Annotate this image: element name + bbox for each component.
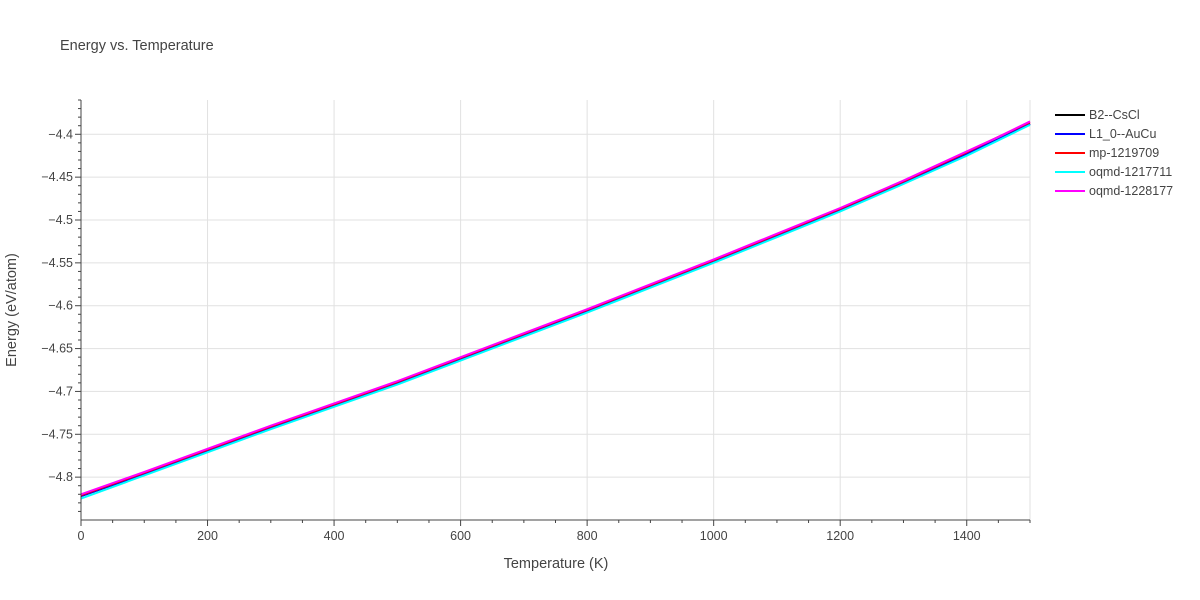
y-tick-label: −4.45 xyxy=(41,170,73,184)
x-tick-label: 400 xyxy=(324,529,345,543)
plot-area[interactable] xyxy=(80,120,1031,500)
y-tick-label: −4.55 xyxy=(41,256,73,270)
chart-title: Energy vs. Temperature xyxy=(60,38,214,54)
legend-label: oqmd-1228177 xyxy=(1089,184,1173,198)
legend[interactable]: B2--CsCl L1_0--AuCu mp-1219709 oqmd-1217711… xyxy=(1055,108,1173,198)
legend-item[interactable]: oqmd-1228177 xyxy=(1055,184,1173,198)
series-line-mp-1219709[interactable] xyxy=(80,121,1031,497)
x-axis-title: Temperature (K) xyxy=(504,556,609,572)
x-tick-label: 1000 xyxy=(700,529,728,543)
y-tick-label: −4.65 xyxy=(41,342,73,356)
x-tick-label: 200 xyxy=(197,529,218,543)
x-tick-label: 1400 xyxy=(953,529,981,543)
x-tick-label: 800 xyxy=(577,529,598,543)
y-axis-title: Energy (eV/atom) xyxy=(4,253,20,367)
series-line-L1_0--AuCu[interactable] xyxy=(80,123,1031,497)
y-tick-label: −4.75 xyxy=(41,427,73,441)
y-tick-label: −4.7 xyxy=(48,384,73,398)
legend-label: oqmd-1217711 xyxy=(1089,165,1172,179)
series-line-oqmd-1228177[interactable] xyxy=(80,120,1031,496)
series-line-oqmd-1217711[interactable] xyxy=(80,123,1031,500)
series-line-B2--CsCl[interactable] xyxy=(80,123,1031,497)
legend-label: L1_0--AuCu xyxy=(1089,127,1156,141)
grid-lines xyxy=(81,100,1031,520)
y-tick-label: −4.4 xyxy=(48,127,73,141)
legend-label: B2--CsCl xyxy=(1089,108,1140,122)
legend-item[interactable]: oqmd-1217711 xyxy=(1055,165,1172,179)
x-tick-label: 600 xyxy=(450,529,471,543)
legend-label: mp-1219709 xyxy=(1089,146,1159,160)
y-tick-label: −4.5 xyxy=(48,213,73,227)
legend-item[interactable]: L1_0--AuCu xyxy=(1055,127,1156,141)
x-tick-label: 1200 xyxy=(826,529,854,543)
x-tick-label: 0 xyxy=(78,529,85,543)
legend-item[interactable]: mp-1219709 xyxy=(1055,146,1159,160)
axes: 0 200 400 600 800 1000 1200 1400 −4.8 −4.75 −4.7 −4… xyxy=(41,99,1031,543)
y-tick-label: −4.8 xyxy=(48,470,73,484)
legend-item[interactable]: B2--CsCl xyxy=(1055,108,1140,122)
y-tick-label: −4.6 xyxy=(48,299,73,313)
